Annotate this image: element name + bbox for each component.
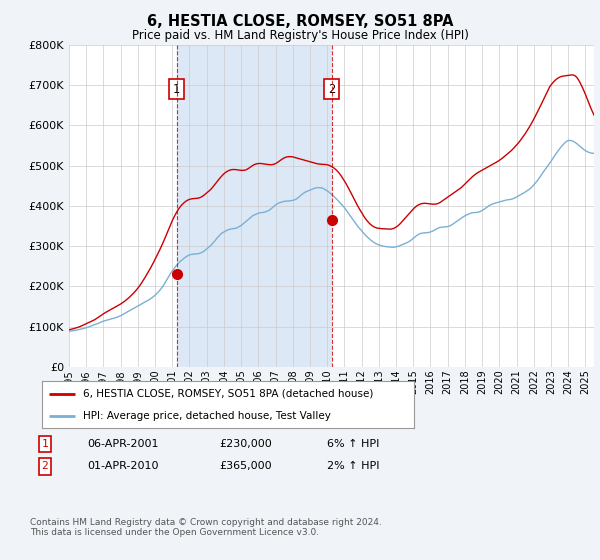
Text: 6, HESTIA CLOSE, ROMSEY, SO51 8PA: 6, HESTIA CLOSE, ROMSEY, SO51 8PA: [147, 14, 453, 29]
Text: Price paid vs. HM Land Registry's House Price Index (HPI): Price paid vs. HM Land Registry's House …: [131, 29, 469, 42]
Text: HPI: Average price, detached house, Test Valley: HPI: Average price, detached house, Test…: [83, 410, 331, 421]
Text: 6, HESTIA CLOSE, ROMSEY, SO51 8PA (detached house): 6, HESTIA CLOSE, ROMSEY, SO51 8PA (detac…: [83, 389, 373, 399]
Text: 1: 1: [173, 82, 180, 96]
Text: 2: 2: [328, 82, 335, 96]
Text: 01-APR-2010: 01-APR-2010: [87, 461, 158, 472]
Text: Contains HM Land Registry data © Crown copyright and database right 2024.
This d: Contains HM Land Registry data © Crown c…: [30, 518, 382, 538]
Text: £230,000: £230,000: [219, 439, 272, 449]
Text: 1: 1: [41, 439, 49, 449]
Text: 2% ↑ HPI: 2% ↑ HPI: [327, 461, 380, 472]
Text: 2: 2: [41, 461, 49, 472]
Text: 06-APR-2001: 06-APR-2001: [87, 439, 158, 449]
Text: £365,000: £365,000: [219, 461, 272, 472]
Text: 6% ↑ HPI: 6% ↑ HPI: [327, 439, 379, 449]
Bar: [176, 45, 331, 367]
